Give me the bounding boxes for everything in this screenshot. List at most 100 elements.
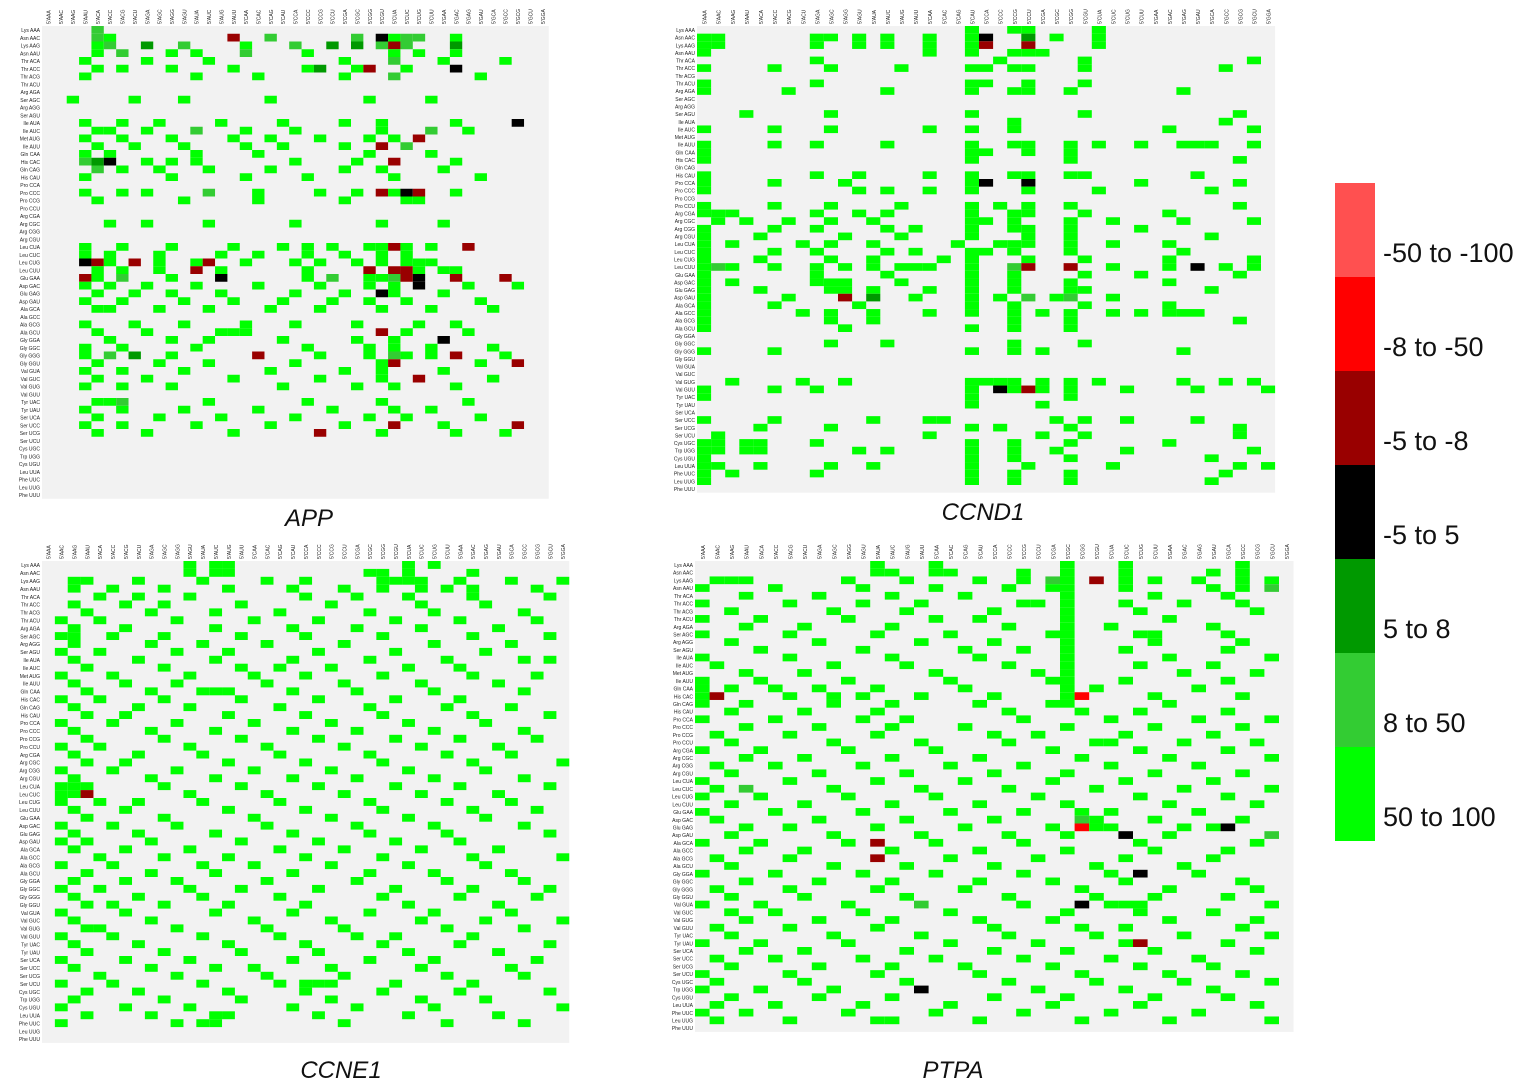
row-label: Ala GCA (21, 848, 41, 854)
column-label: 5'CGA (343, 9, 349, 24)
heatmap-cell (695, 630, 710, 639)
column-label: 5'GCC (1224, 9, 1230, 24)
heatmap-cell (449, 64, 463, 73)
heatmap-cell (67, 995, 81, 1004)
heatmap-cell (1060, 846, 1075, 855)
heatmap-cell (1021, 148, 1036, 157)
heatmap-cell (389, 884, 403, 893)
heatmap-cell (709, 730, 725, 739)
heatmap-cell (972, 1016, 987, 1025)
heatmap-cell (1021, 240, 1036, 248)
row-label: Arg CGC (673, 756, 694, 762)
heatmap-cell (412, 374, 426, 383)
heatmap-cell (93, 695, 107, 704)
heatmap-cell (67, 829, 81, 838)
heatmap-cell (165, 382, 178, 391)
heatmap-cell (273, 892, 287, 901)
column-label: 5'CGG (381, 544, 387, 559)
heatmap-cell (1103, 715, 1119, 724)
row-label: Glu GAA (675, 273, 695, 279)
heatmap-cell (943, 1001, 958, 1009)
legend-label: 50 to 100 (1383, 802, 1496, 832)
heatmap-cell (299, 979, 313, 988)
heatmap-cell (543, 655, 557, 664)
heatmap-cell (1232, 431, 1247, 440)
heatmap-cell (1007, 347, 1022, 355)
column-label: 5'CAC (949, 544, 955, 559)
heatmap-cell (1030, 985, 1046, 994)
heatmap-cell (1007, 477, 1022, 485)
heatmap-cell (753, 939, 768, 947)
heatmap-cell (1176, 309, 1191, 317)
heatmap-cell (908, 224, 923, 233)
column-label: 5'ACC (773, 9, 779, 24)
heatmap-cell (957, 823, 973, 832)
heatmap-cell (782, 653, 798, 662)
row-label: Phe UUU (19, 1037, 41, 1043)
row-label: Gln CAG (673, 702, 693, 708)
heatmap-cell (350, 624, 364, 633)
heatmap-cell (841, 792, 856, 801)
row-label: Ser UCA (675, 410, 695, 416)
heatmap-cell (823, 339, 838, 348)
column-label: 5'GCC (1241, 544, 1247, 559)
heatmap-cell (809, 385, 824, 394)
heatmap-cell (209, 963, 223, 972)
heatmap-cell (388, 382, 401, 391)
heatmap-cell (511, 359, 525, 367)
heatmap-cell (376, 805, 390, 814)
heatmap-cell (414, 584, 428, 593)
heatmap-cell (993, 240, 1008, 248)
heatmap-cell (376, 940, 390, 949)
row-label: Pro CCA (20, 721, 40, 727)
column-label: 5'CCU (343, 544, 349, 559)
heatmap-cell (1063, 393, 1078, 401)
heatmap-cell (943, 568, 958, 577)
heatmap-cell (462, 126, 475, 135)
heatmap-cell (987, 730, 1002, 739)
heatmap-cell (884, 622, 900, 631)
heatmap-cell (838, 324, 853, 332)
heatmap-cell (1045, 1001, 1060, 1009)
column-label: 5'GAC (1168, 9, 1174, 24)
heatmap-cell (697, 385, 712, 394)
heatmap-cell (979, 377, 994, 386)
heatmap-cell (202, 219, 216, 228)
heatmap-cell (427, 640, 441, 648)
row-label: Arg AGG (20, 642, 40, 648)
heatmap-cell (132, 798, 145, 806)
heatmap-cell (414, 845, 428, 854)
heatmap-cell (414, 600, 428, 609)
heatmap-cell (1001, 892, 1017, 901)
heatmap-cell (202, 188, 216, 197)
heatmap-cell (1035, 385, 1050, 394)
heatmap-cell (1235, 815, 1250, 824)
row-label: Gln CAG (675, 166, 695, 172)
heatmap-cell (67, 640, 81, 648)
heatmap-cell (91, 289, 104, 298)
heatmap-cell (449, 119, 463, 127)
heatmap-cell (697, 263, 712, 271)
heatmap-cell (196, 798, 210, 806)
heatmap-cell (363, 150, 376, 158)
heatmap-cell (738, 622, 754, 631)
heatmap-cell (299, 592, 313, 601)
heatmap-cell (697, 270, 712, 279)
heatmap-cell (852, 171, 867, 179)
heatmap-cell (140, 374, 154, 383)
heatmap-cell (222, 647, 235, 656)
heatmap-cell (299, 900, 313, 909)
heatmap-cell (338, 119, 351, 127)
heatmap-cell (286, 687, 300, 696)
heatmap-cell (809, 278, 824, 287)
heatmap-cell (823, 255, 838, 264)
heatmap-cell (312, 884, 325, 893)
heatmap-cell (67, 790, 81, 798)
heatmap-cell (116, 243, 129, 251)
heatmap-cell (324, 861, 338, 870)
row-label: Pro CCG (673, 733, 693, 739)
heatmap-cell (922, 263, 937, 271)
heatmap-cell (1206, 962, 1221, 971)
heatmap-cell (922, 286, 937, 294)
